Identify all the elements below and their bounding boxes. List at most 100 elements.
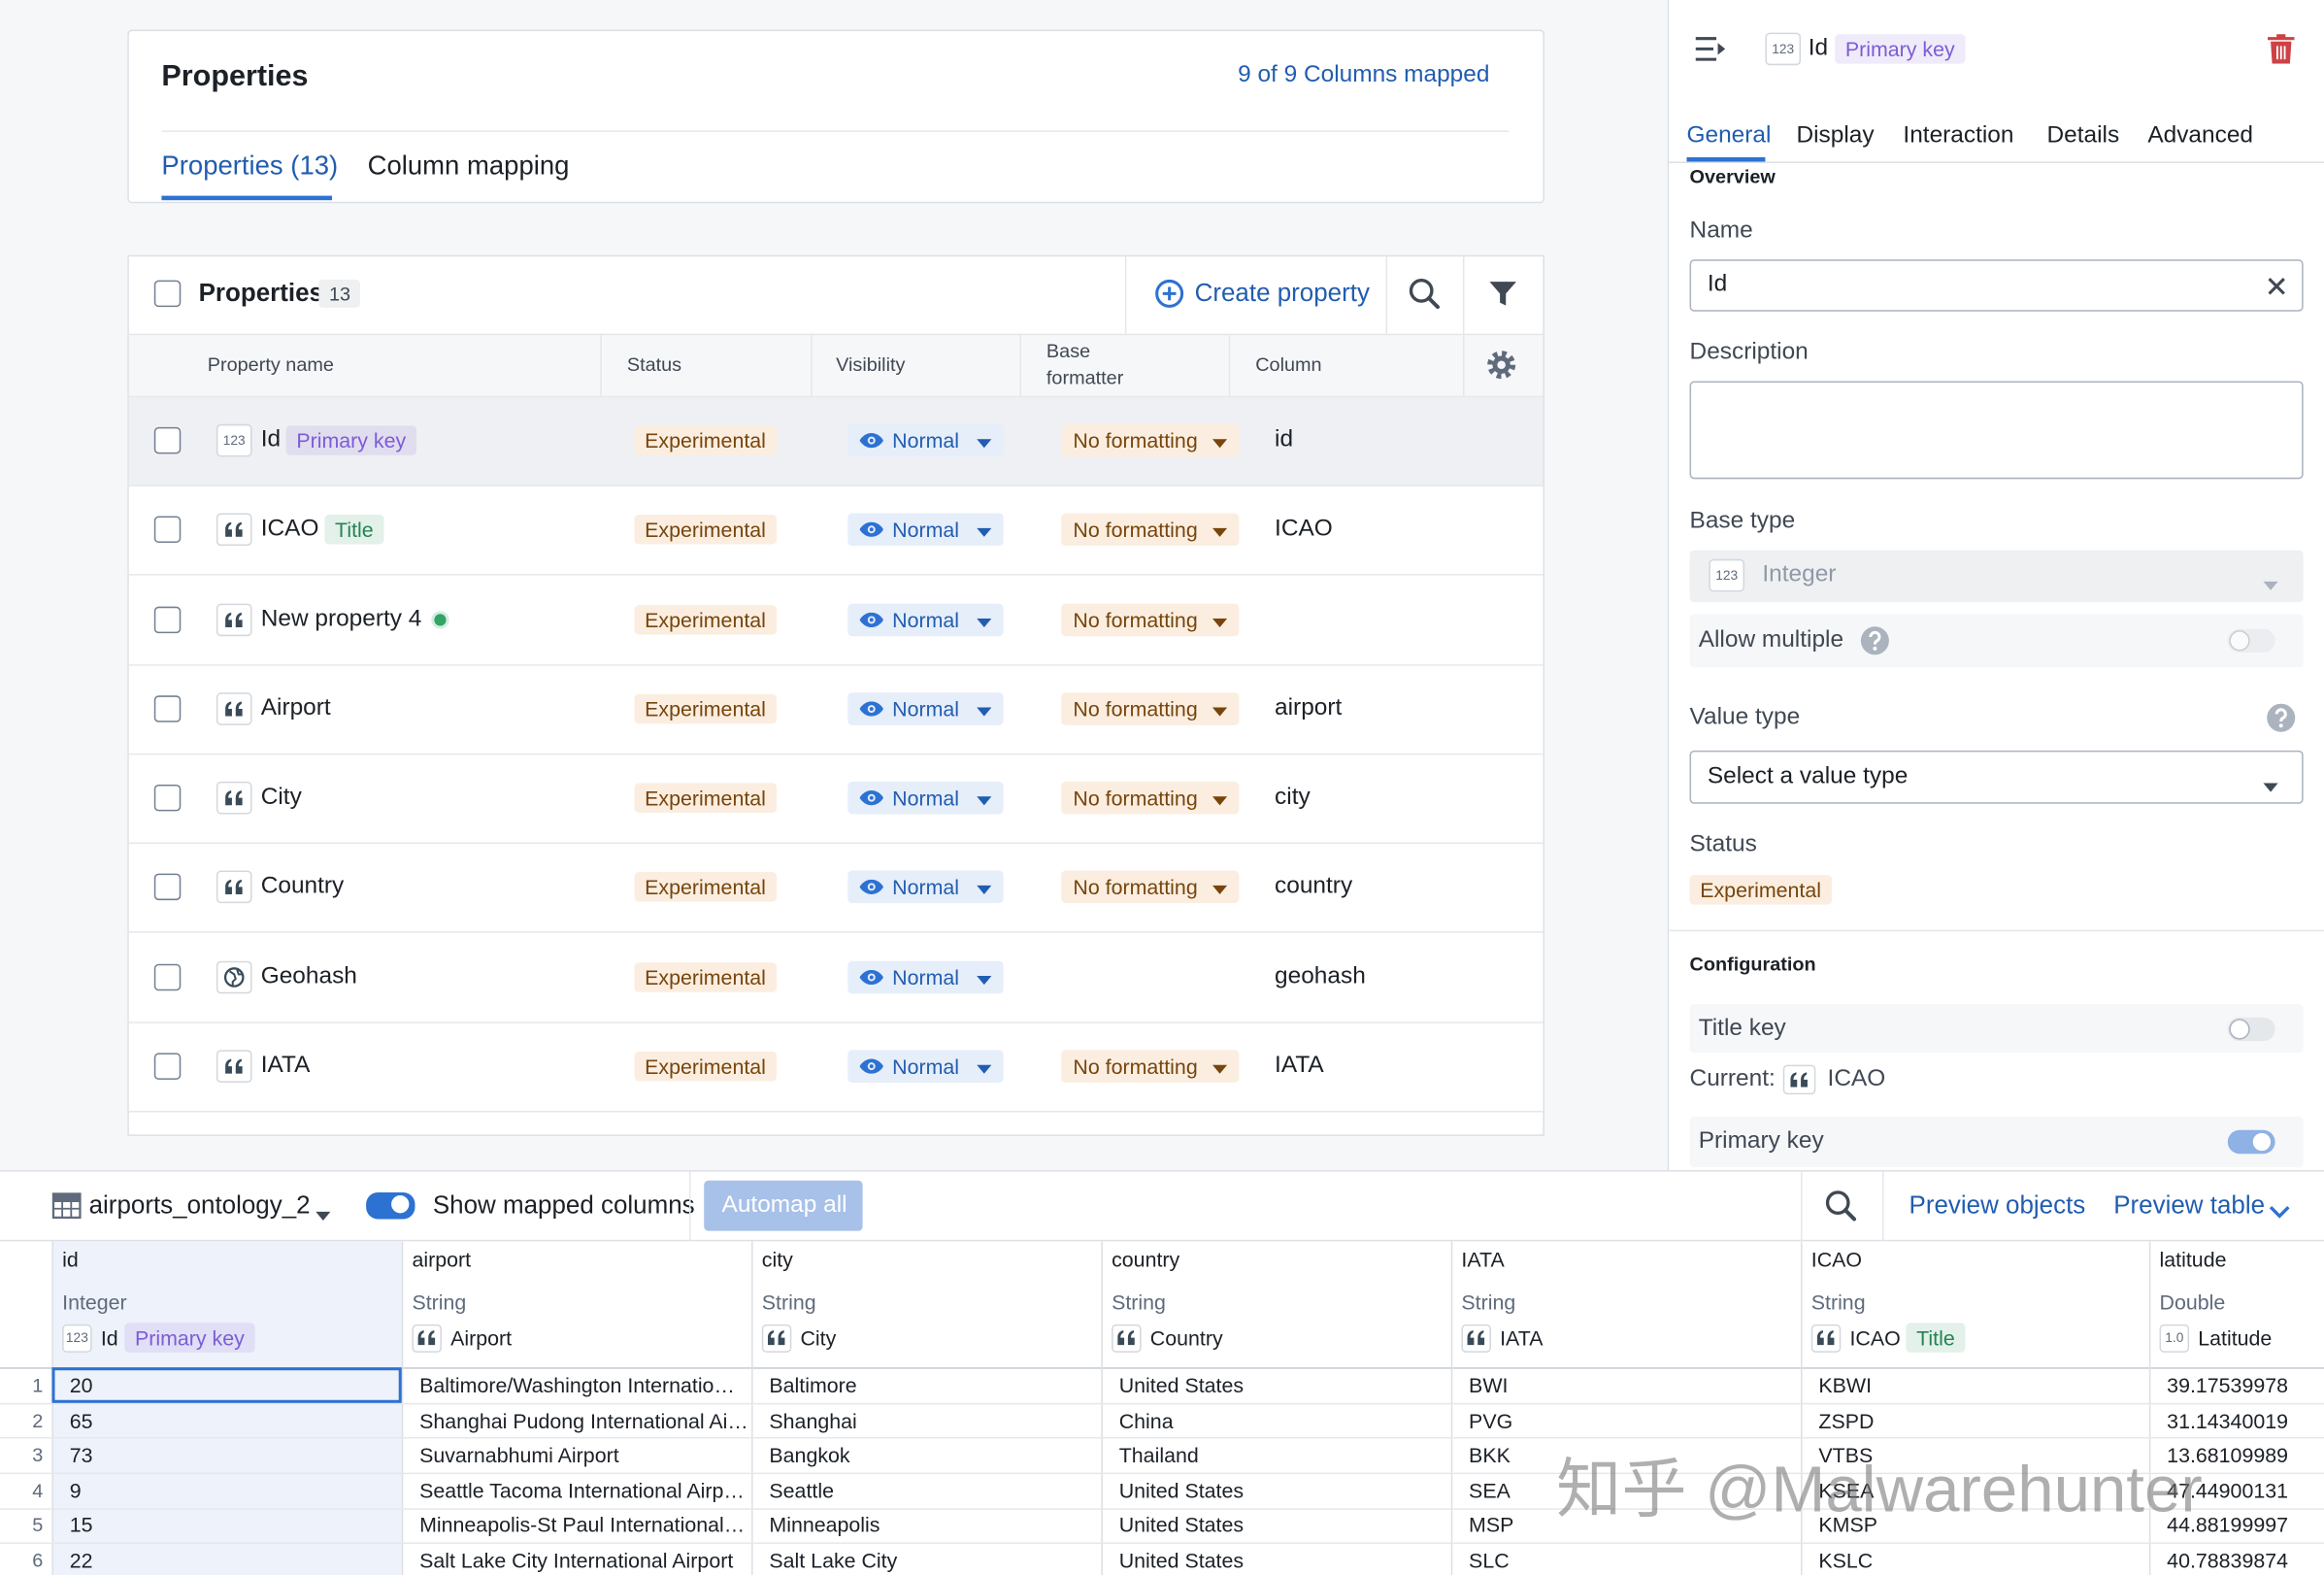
- grid-cell[interactable]: 22: [69, 1548, 93, 1572]
- grid-cell[interactable]: Shanghai: [769, 1408, 857, 1432]
- visibility-select[interactable]: Normal: [847, 870, 1004, 904]
- clear-button[interactable]: [2266, 276, 2286, 296]
- formatter-select[interactable]: No formatting: [1061, 870, 1240, 904]
- side-tab[interactable]: Details: [2046, 122, 2120, 149]
- grid-cell[interactable]: Minneapolis-St Paul International…: [419, 1513, 746, 1537]
- tab[interactable]: Properties (13): [161, 151, 339, 181]
- grid-cell[interactable]: Thailand: [1118, 1443, 1199, 1467]
- table-row[interactable]: [128, 1022, 1544, 1113]
- grid-cell[interactable]: Shanghai Pudong International Ai…: [419, 1408, 748, 1432]
- checkbox[interactable]: [153, 426, 182, 454]
- table-row[interactable]: [128, 754, 1544, 845]
- visibility-select[interactable]: Normal: [847, 691, 1004, 725]
- checkbox[interactable]: [153, 962, 182, 990]
- grid-cell[interactable]: Minneapolis: [769, 1513, 880, 1537]
- table-row[interactable]: [128, 844, 1544, 934]
- grid-cell[interactable]: KMSP: [1818, 1513, 1877, 1537]
- side-tab[interactable]: Display: [1796, 122, 1875, 149]
- toggle[interactable]: [2227, 1017, 2275, 1042]
- collapse-button[interactable]: [1695, 36, 1729, 62]
- formatter-select[interactable]: No formatting: [1061, 423, 1240, 457]
- automap-button[interactable]: [704, 1180, 863, 1231]
- grid-cell[interactable]: 31.14340019: [2167, 1408, 2289, 1432]
- side-tab[interactable]: General: [1686, 122, 1772, 149]
- tab[interactable]: Column mapping: [367, 151, 570, 181]
- checkbox[interactable]: [153, 784, 182, 812]
- grid-cell[interactable]: 44.88199997: [2167, 1513, 2289, 1537]
- formatter-select[interactable]: No formatting: [1061, 781, 1240, 815]
- description-input[interactable]: [1689, 381, 2304, 480]
- toggle[interactable]: [2227, 1129, 2275, 1155]
- settings-button[interactable]: [1485, 349, 1518, 382]
- search-button[interactable]: [1824, 1190, 1857, 1223]
- grid-cell[interactable]: SLC: [1469, 1548, 1510, 1572]
- grid-cell[interactable]: 65: [69, 1408, 93, 1432]
- toggle[interactable]: [2227, 628, 2275, 653]
- grid-cell[interactable]: Baltimore: [769, 1373, 857, 1397]
- preview-table[interactable]: Preview table: [2113, 1190, 2266, 1220]
- side-tab[interactable]: Advanced: [2147, 122, 2253, 149]
- checkbox[interactable]: [153, 873, 182, 901]
- grid-cell[interactable]: KSEA: [1818, 1478, 1875, 1502]
- formatter-select[interactable]: No formatting: [1061, 1049, 1240, 1083]
- grid-cell[interactable]: BKK: [1469, 1443, 1511, 1467]
- grid-cell[interactable]: United States: [1118, 1513, 1245, 1537]
- grid-cell[interactable]: Bangkok: [769, 1443, 850, 1467]
- visibility-select[interactable]: Normal: [847, 959, 1004, 993]
- table-row[interactable]: [128, 576, 1544, 665]
- grid-cell[interactable]: 15: [69, 1513, 93, 1537]
- grid-cell[interactable]: VTBS: [1818, 1443, 1874, 1467]
- formatter-select[interactable]: No formatting: [1061, 602, 1240, 636]
- table-row[interactable]: [128, 397, 1544, 486]
- table-row[interactable]: [128, 486, 1544, 576]
- checkbox[interactable]: [153, 1053, 182, 1080]
- filter-button[interactable]: [1488, 279, 1518, 309]
- grid-cell[interactable]: 47.44900131: [2167, 1478, 2289, 1502]
- grid-cell[interactable]: Seattle: [769, 1478, 834, 1502]
- search-button[interactable]: [1408, 278, 1441, 311]
- grid-cell[interactable]: KBWI: [1818, 1373, 1873, 1397]
- name-input[interactable]: [1689, 259, 2304, 312]
- grid-cell[interactable]: China: [1118, 1408, 1174, 1432]
- grid-cell[interactable]: SEA: [1469, 1478, 1511, 1502]
- grid-cell[interactable]: Seattle Tacoma International Airp…: [419, 1478, 745, 1502]
- grid-cell[interactable]: United States: [1118, 1373, 1245, 1397]
- grid-cell[interactable]: Suvarnabhumi Airport: [419, 1443, 619, 1467]
- side-tab[interactable]: Interaction: [1903, 122, 2014, 149]
- grid-cell[interactable]: Salt Lake City: [769, 1548, 898, 1572]
- grid-cell[interactable]: MSP: [1469, 1513, 1514, 1537]
- grid-cell[interactable]: Salt Lake City International Airport: [419, 1548, 734, 1572]
- grid-cell[interactable]: United States: [1118, 1548, 1245, 1572]
- create-button[interactable]: Create property: [1194, 279, 1370, 308]
- preview-objects[interactable]: Preview objects: [1909, 1190, 2086, 1220]
- grid-cell[interactable]: 9: [69, 1478, 82, 1502]
- dataset-name[interactable]: airports_ontology_2: [88, 1190, 311, 1220]
- grid-cell[interactable]: PVG: [1469, 1408, 1513, 1432]
- value-type-select[interactable]: [1689, 750, 2304, 804]
- grid-cell[interactable]: 40.78839874: [2167, 1548, 2289, 1572]
- checkbox[interactable]: [153, 516, 182, 544]
- toggle[interactable]: [366, 1191, 415, 1220]
- formatter-select[interactable]: No formatting: [1061, 513, 1240, 547]
- checkbox[interactable]: [153, 694, 182, 722]
- grid-cell[interactable]: KSLC: [1818, 1548, 1874, 1572]
- grid-cell[interactable]: United States: [1118, 1478, 1245, 1502]
- checkbox[interactable]: [153, 280, 182, 308]
- visibility-select[interactable]: Normal: [847, 781, 1004, 815]
- grid-cell[interactable]: Baltimore/Washington Internatio…: [419, 1373, 735, 1397]
- visibility-select[interactable]: Normal: [847, 513, 1004, 547]
- grid-cell[interactable]: BWI: [1469, 1373, 1509, 1397]
- grid-cell[interactable]: 13.68109989: [2167, 1443, 2289, 1467]
- visibility-select[interactable]: Normal: [847, 602, 1004, 636]
- grid-cell[interactable]: 73: [69, 1443, 93, 1467]
- delete-button[interactable]: [2268, 34, 2295, 64]
- table-row[interactable]: [128, 933, 1544, 1023]
- visibility-select[interactable]: Normal: [847, 423, 1004, 457]
- formatter-select[interactable]: No formatting: [1061, 691, 1240, 725]
- grid-cell[interactable]: 20: [69, 1373, 93, 1397]
- visibility-select[interactable]: Normal: [847, 1049, 1004, 1083]
- grid-cell[interactable]: ZSPD: [1818, 1408, 1875, 1432]
- table-row[interactable]: [128, 665, 1544, 755]
- checkbox[interactable]: [153, 605, 182, 633]
- grid-cell[interactable]: 39.17539978: [2167, 1373, 2289, 1397]
